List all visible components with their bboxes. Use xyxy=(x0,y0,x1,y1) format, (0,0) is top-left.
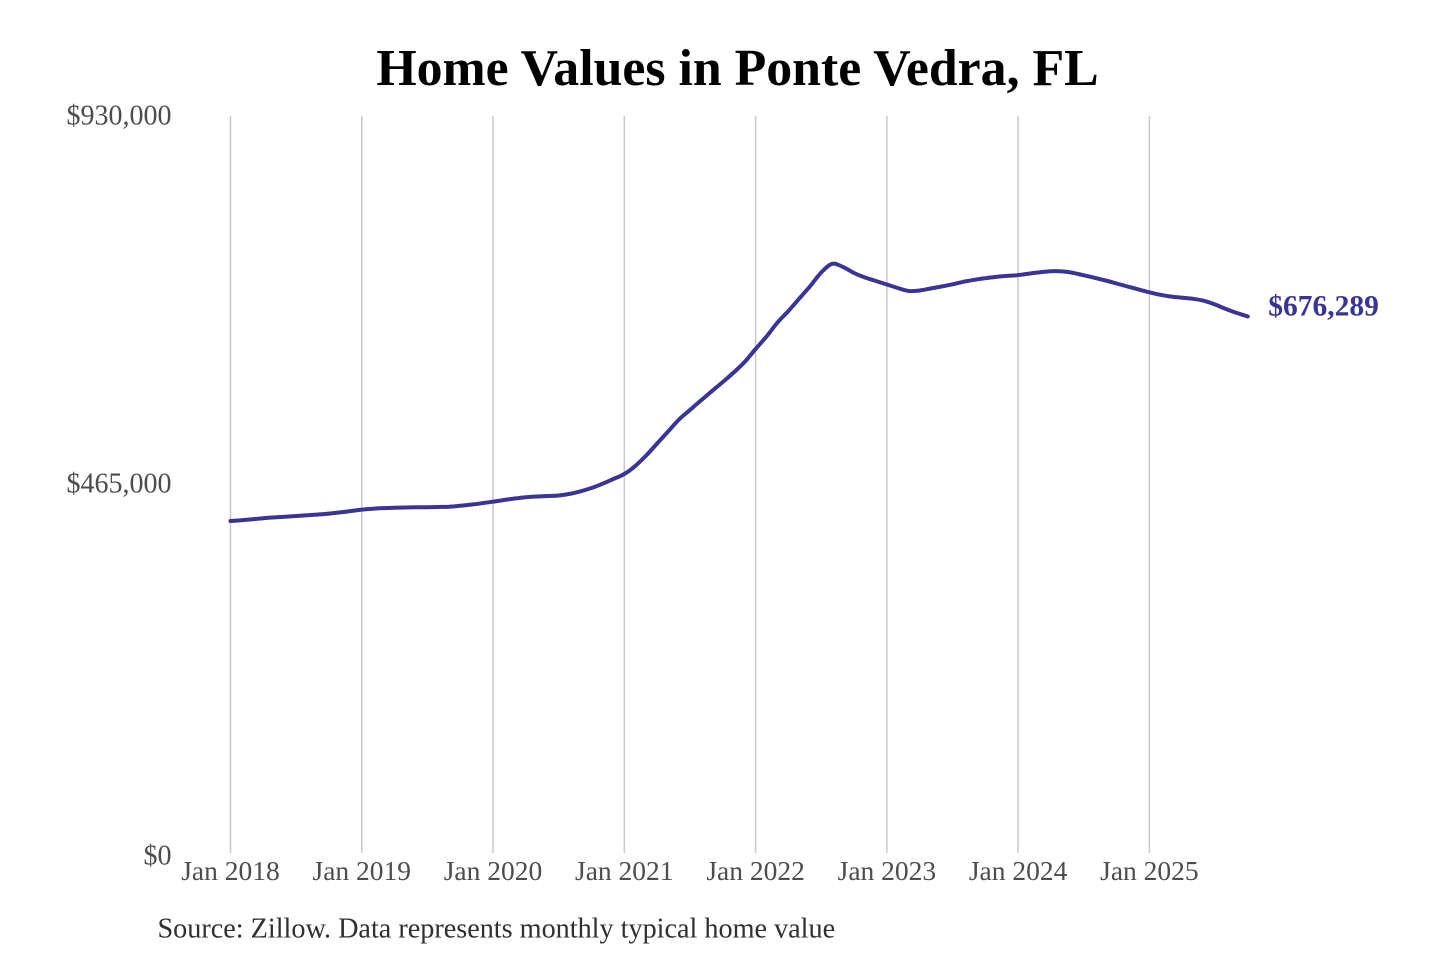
svg-text:$930,000: $930,000 xyxy=(67,101,172,132)
svg-text:Jan 2021: Jan 2021 xyxy=(575,855,674,886)
svg-text:Jan 2022: Jan 2022 xyxy=(706,855,805,886)
svg-text:Jan 2019: Jan 2019 xyxy=(313,855,412,886)
svg-text:$0: $0 xyxy=(144,840,172,871)
svg-text:Jan 2024: Jan 2024 xyxy=(969,855,1068,886)
svg-text:Home Values in Ponte Vedra, FL: Home Values in Ponte Vedra, FL xyxy=(376,40,1098,97)
svg-text:$465,000: $465,000 xyxy=(67,469,172,500)
svg-text:Jan 2020: Jan 2020 xyxy=(444,855,543,886)
svg-text:Jan 2025: Jan 2025 xyxy=(1100,855,1199,886)
svg-text:Jan 2023: Jan 2023 xyxy=(838,855,937,886)
svg-text:Source: Zillow. Data represent: Source: Zillow. Data represents monthly … xyxy=(158,914,836,945)
svg-text:Jan 2018: Jan 2018 xyxy=(181,855,280,886)
svg-text:$676,289: $676,289 xyxy=(1268,291,1379,323)
